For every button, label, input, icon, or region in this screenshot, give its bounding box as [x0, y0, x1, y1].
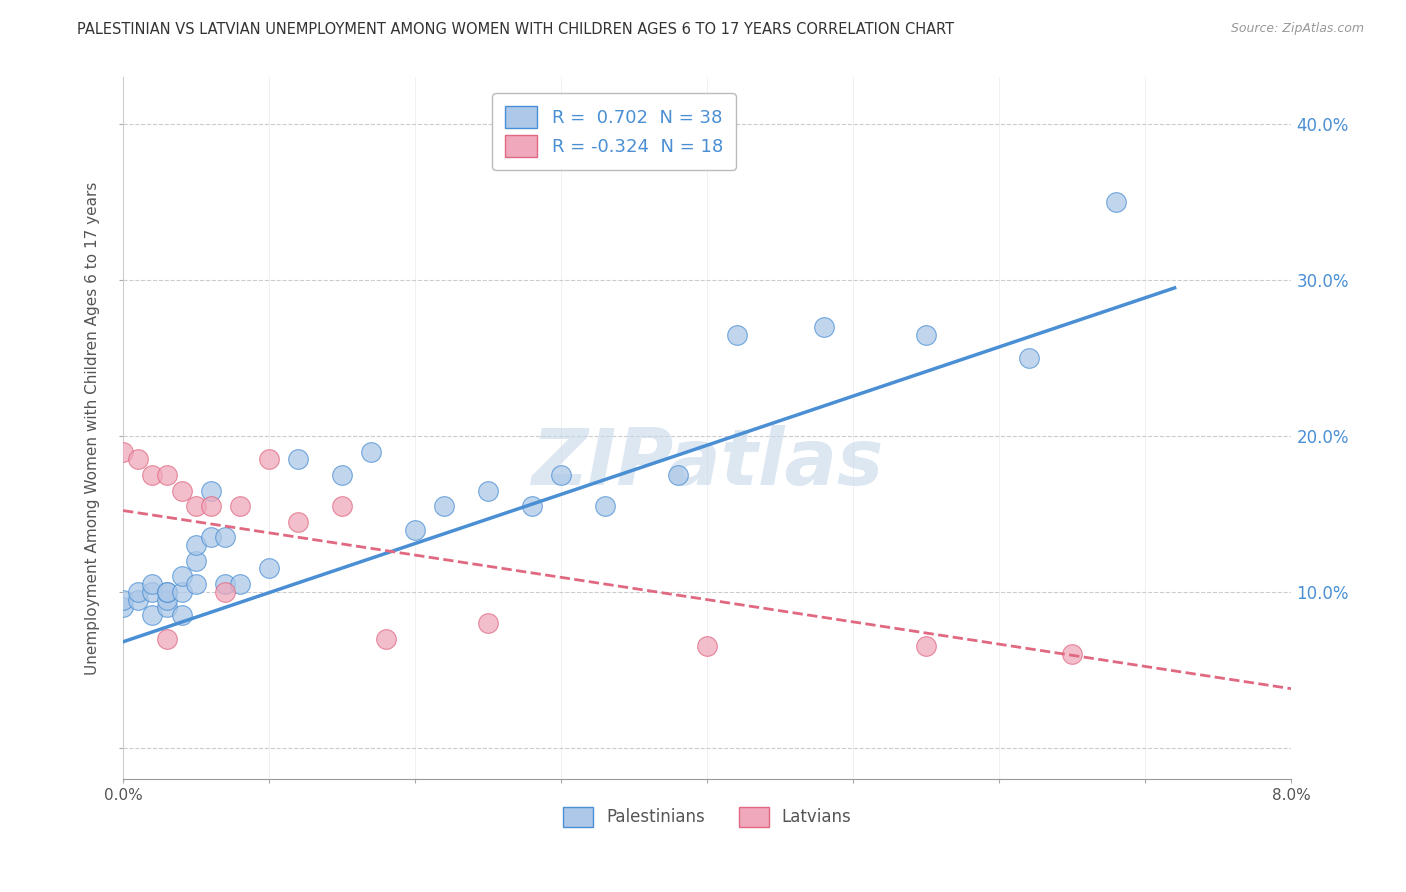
- Point: [915, 640, 938, 654]
- Point: [1018, 351, 1040, 365]
- Point: [915, 327, 938, 342]
- Point: [127, 585, 149, 599]
- Point: [141, 577, 163, 591]
- Point: [200, 499, 222, 513]
- Legend: Palestinians, Latvians: Palestinians, Latvians: [557, 800, 858, 834]
- Point: [229, 577, 252, 591]
- Point: [550, 467, 572, 482]
- Point: [112, 444, 135, 458]
- Point: [141, 585, 163, 599]
- Text: Source: ZipAtlas.com: Source: ZipAtlas.com: [1230, 22, 1364, 36]
- Point: [156, 600, 179, 615]
- Point: [520, 499, 543, 513]
- Text: ZIPatlas: ZIPatlas: [531, 425, 883, 501]
- Point: [170, 585, 193, 599]
- Point: [404, 523, 426, 537]
- Point: [229, 499, 252, 513]
- Point: [186, 538, 208, 552]
- Point: [813, 319, 835, 334]
- Point: [127, 452, 149, 467]
- Point: [330, 499, 353, 513]
- Point: [156, 592, 179, 607]
- Point: [257, 561, 280, 575]
- Point: [112, 600, 135, 615]
- Point: [141, 467, 163, 482]
- Point: [287, 452, 309, 467]
- Y-axis label: Unemployment Among Women with Children Ages 6 to 17 years: Unemployment Among Women with Children A…: [86, 181, 100, 675]
- Point: [214, 585, 236, 599]
- Point: [200, 483, 222, 498]
- Point: [1062, 647, 1084, 661]
- Point: [170, 483, 193, 498]
- Point: [257, 452, 280, 467]
- Point: [477, 483, 499, 498]
- Point: [127, 592, 149, 607]
- Point: [156, 632, 179, 646]
- Point: [433, 499, 456, 513]
- Point: [112, 592, 135, 607]
- Point: [200, 530, 222, 544]
- Point: [477, 615, 499, 630]
- Point: [330, 467, 353, 482]
- Point: [186, 499, 208, 513]
- Text: PALESTINIAN VS LATVIAN UNEMPLOYMENT AMONG WOMEN WITH CHILDREN AGES 6 TO 17 YEARS: PALESTINIAN VS LATVIAN UNEMPLOYMENT AMON…: [77, 22, 955, 37]
- Point: [287, 515, 309, 529]
- Point: [186, 554, 208, 568]
- Point: [725, 327, 748, 342]
- Point: [156, 585, 179, 599]
- Point: [214, 530, 236, 544]
- Point: [141, 608, 163, 623]
- Point: [186, 577, 208, 591]
- Point: [214, 577, 236, 591]
- Point: [696, 640, 718, 654]
- Point: [170, 569, 193, 583]
- Point: [360, 444, 382, 458]
- Point: [170, 608, 193, 623]
- Point: [1105, 195, 1128, 210]
- Point: [156, 585, 179, 599]
- Point: [375, 632, 398, 646]
- Point: [156, 467, 179, 482]
- Point: [593, 499, 616, 513]
- Point: [666, 467, 689, 482]
